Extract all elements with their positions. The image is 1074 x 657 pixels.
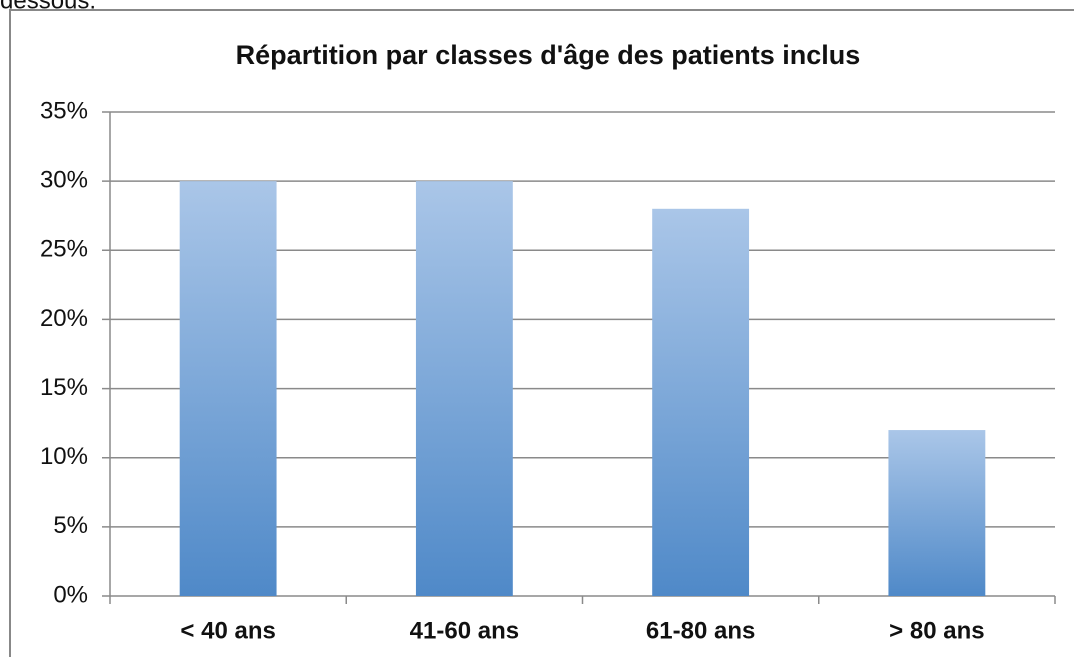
y-tick-label: 15% bbox=[40, 374, 88, 401]
y-tick-label: 20% bbox=[40, 305, 88, 332]
x-tick-label: > 80 ans bbox=[889, 617, 984, 644]
bar bbox=[179, 181, 277, 596]
bar bbox=[888, 430, 986, 596]
y-tick-label: 0% bbox=[53, 581, 88, 608]
y-tick-label: 35% bbox=[40, 97, 88, 124]
bar bbox=[415, 181, 513, 596]
caption-fragment: dessous. bbox=[0, 0, 96, 14]
chart-title: Répartition par classes d'âge des patien… bbox=[236, 40, 861, 70]
bar bbox=[652, 208, 750, 597]
x-tick-label: 41-60 ans bbox=[410, 617, 519, 644]
x-tick-label: < 40 ans bbox=[180, 617, 275, 644]
y-tick-label: 30% bbox=[40, 166, 88, 193]
chart-border bbox=[9, 9, 1074, 657]
y-tick-label: 5% bbox=[53, 512, 88, 539]
y-tick-label: 10% bbox=[40, 443, 88, 470]
x-tick-label: 61-80 ans bbox=[646, 617, 755, 644]
y-tick-label: 25% bbox=[40, 236, 88, 263]
